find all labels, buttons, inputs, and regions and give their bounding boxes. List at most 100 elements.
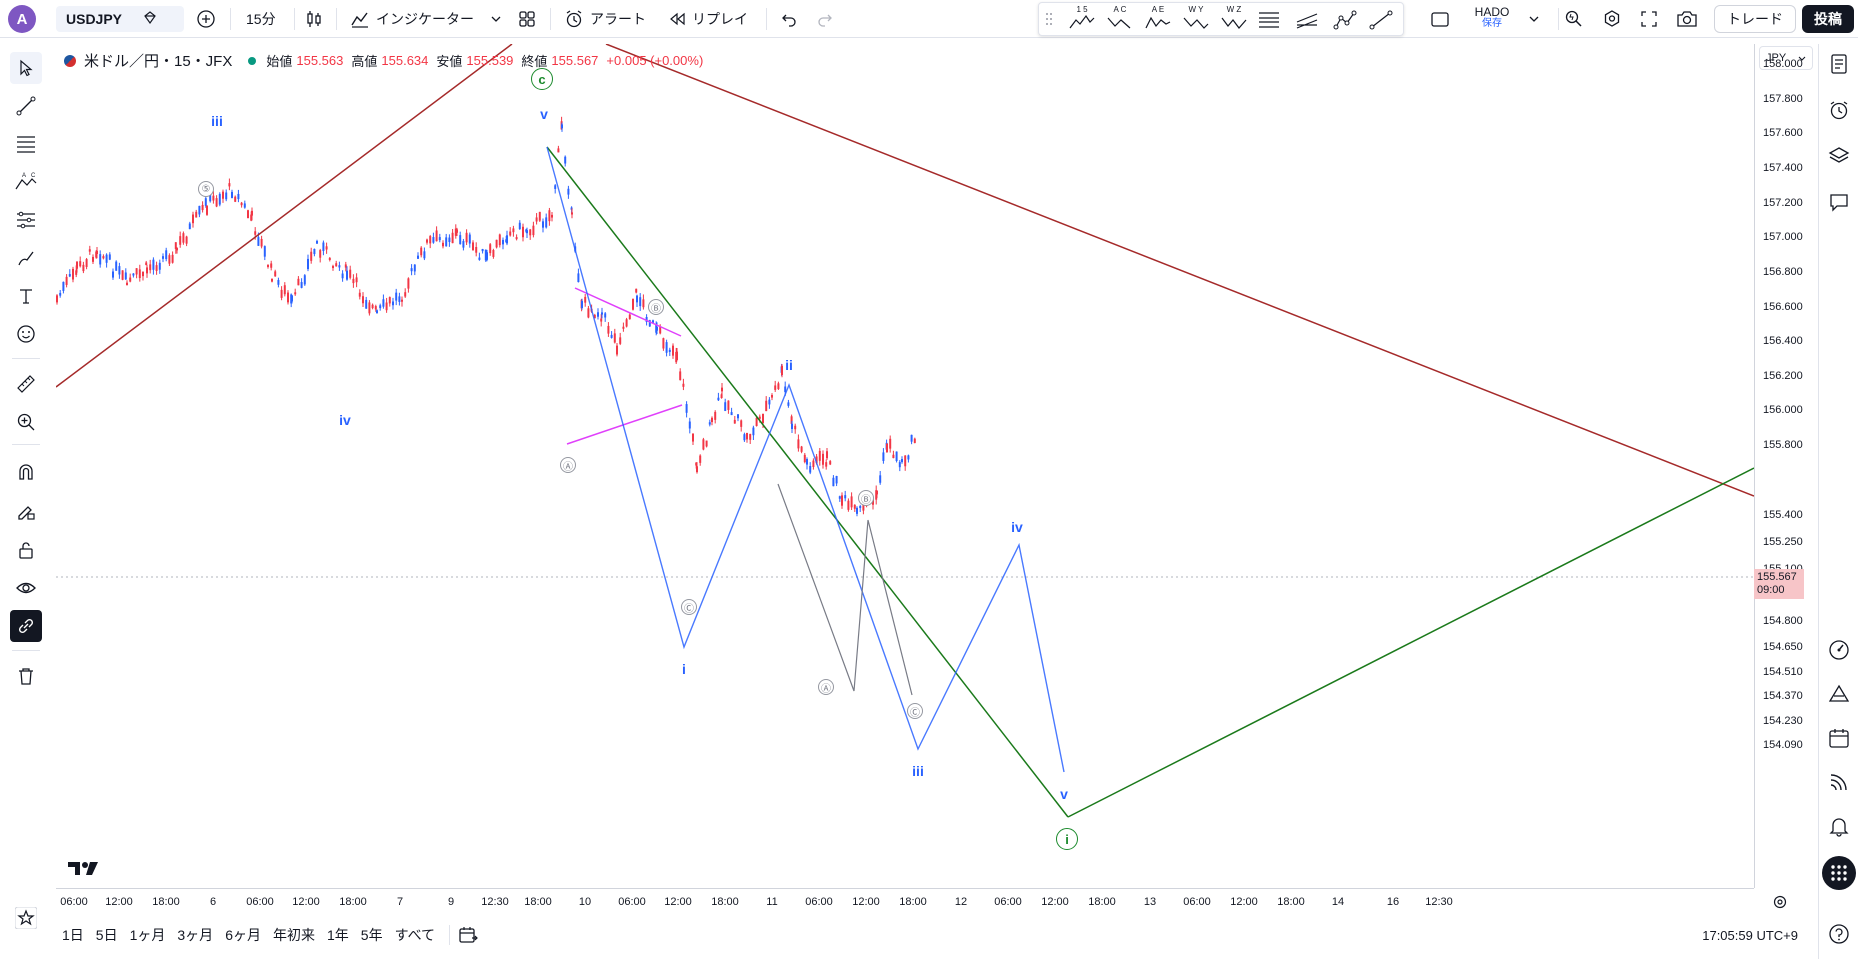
candle-style-icon[interactable]: [304, 5, 324, 33]
symbol-search[interactable]: USDJPY: [56, 6, 184, 32]
fullscreen-icon[interactable]: [1640, 5, 1658, 33]
wave-label-ii[interactable]: ii: [785, 357, 793, 373]
link-sync-icon[interactable]: [10, 610, 42, 642]
candle-body: [228, 183, 231, 187]
wave-label-iii-projection[interactable]: iii: [912, 763, 924, 779]
range-button[interactable]: 6ヶ月: [225, 927, 261, 943]
path-tool-icon[interactable]: [1333, 10, 1357, 33]
layouts-grid-icon[interactable]: [518, 5, 536, 33]
zoom-in-icon[interactable]: [10, 406, 42, 438]
wave-label-v[interactable]: v: [540, 106, 548, 122]
layout-name[interactable]: HADO 保存: [1470, 6, 1514, 30]
watchlist-icon[interactable]: [1825, 50, 1853, 78]
wave-label-A[interactable]: Ⓐ: [818, 679, 834, 695]
tradingview-logo-icon[interactable]: [68, 860, 98, 879]
elliott-double-combo-tool[interactable]: W Y: [1181, 6, 1211, 33]
utc-clock[interactable]: 17:05:59 UTC+9: [1702, 927, 1798, 943]
cursor-arrow-icon[interactable]: [10, 52, 42, 84]
rectangle-icon[interactable]: [1430, 5, 1450, 33]
settings-gear-icon[interactable]: [1602, 5, 1622, 33]
price-axis[interactable]: JPY 158.000 157.800 157.600 157.400 157.200 1…: [1754, 44, 1818, 888]
range-button[interactable]: すべて: [394, 927, 436, 943]
elliott-triangle-tool[interactable]: A E: [1143, 6, 1173, 33]
trend-line-icon[interactable]: [1369, 10, 1393, 33]
calendar-icon[interactable]: [1825, 724, 1853, 752]
parallel-channel-icon[interactable]: [1295, 10, 1319, 33]
user-avatar[interactable]: A: [8, 5, 36, 33]
magnet-icon[interactable]: [10, 456, 42, 488]
wave-label-iv[interactable]: iv: [339, 412, 351, 428]
help-question-icon[interactable]: [1825, 920, 1853, 948]
wave-label-i[interactable]: i: [682, 661, 686, 677]
ideas-triangle-icon[interactable]: [1825, 680, 1853, 708]
interval-button[interactable]: 15分: [246, 11, 276, 27]
fib-tool-icon[interactable]: [10, 128, 42, 160]
add-symbol-icon[interactable]: [196, 5, 216, 33]
wave-label-C[interactable]: Ⓒ: [907, 703, 923, 719]
wave-label-iv-projection[interactable]: iv: [1011, 519, 1023, 535]
emoji-tool-icon[interactable]: [10, 318, 42, 350]
wave-label-B[interactable]: Ⓑ: [858, 490, 874, 506]
time-tick-label: 06:00: [805, 896, 833, 908]
fib-retracement-icon[interactable]: [1257, 10, 1281, 33]
wave-label-5[interactable]: ⑤: [198, 181, 214, 197]
wave-label-i-circle[interactable]: i: [1056, 828, 1078, 850]
axis-settings-gear-icon[interactable]: [1772, 894, 1788, 913]
favorites-star-icon[interactable]: [10, 902, 42, 934]
forecast-tool-icon[interactable]: [10, 204, 42, 236]
trade-button[interactable]: トレード: [1714, 5, 1796, 33]
elliott-triple-combo-tool[interactable]: W Z: [1219, 6, 1249, 33]
range-button[interactable]: 5日: [95, 927, 118, 943]
range-button[interactable]: 1日: [62, 927, 84, 943]
layout-menu-chevron-icon[interactable]: [1528, 5, 1540, 33]
trash-icon[interactable]: [10, 660, 42, 692]
chat-icon[interactable]: [1825, 188, 1853, 216]
indicators-templates-chevron-icon[interactable]: [490, 5, 502, 33]
chart-pane[interactable]: [56, 44, 1754, 888]
trend-line-tool-icon[interactable]: [10, 90, 42, 122]
range-button[interactable]: 5年: [360, 927, 383, 943]
stay-in-drawing-mode-icon[interactable]: [10, 496, 42, 528]
wave-label-c-circle[interactable]: c: [531, 68, 553, 90]
elliott-impulse-tool[interactable]: 1 5: [1067, 6, 1097, 33]
publish-button[interactable]: 投稿: [1802, 5, 1854, 33]
redo-icon[interactable]: [816, 5, 834, 33]
lock-icon[interactable]: [10, 534, 42, 566]
candle-body: [423, 251, 426, 259]
chart-canvas[interactable]: [56, 44, 1754, 888]
replay-button[interactable]: リプレイ: [668, 5, 748, 33]
alerts-clock-icon[interactable]: [1825, 96, 1853, 124]
quick-search-icon[interactable]: [1564, 5, 1584, 33]
range-button[interactable]: 年初来: [272, 927, 315, 943]
apps-grid-icon[interactable]: [1822, 856, 1856, 890]
object-tree-layers-icon[interactable]: [1825, 142, 1853, 170]
wave-label-iii[interactable]: iii: [211, 113, 223, 129]
brush-tool-icon[interactable]: [10, 242, 42, 274]
eye-visibility-icon[interactable]: [10, 572, 42, 604]
date-range-calendar-icon[interactable]: [458, 925, 478, 945]
range-button[interactable]: 3ヶ月: [177, 927, 214, 943]
drag-handle-icon[interactable]: [1045, 12, 1053, 29]
range-button[interactable]: 1ヶ月: [129, 927, 166, 943]
undo-icon[interactable]: [780, 5, 798, 33]
legend-title[interactable]: 米ドル／円・15・JFX: [84, 53, 233, 70]
wave-label-v-projection[interactable]: v: [1060, 786, 1068, 802]
candle-body: [829, 461, 832, 465]
text-tool-icon[interactable]: [10, 280, 42, 312]
notifications-bell-icon[interactable]: [1825, 812, 1853, 840]
currency-selector[interactable]: JPY: [1759, 46, 1813, 70]
news-feed-icon[interactable]: [1825, 768, 1853, 796]
elliott-correction-tool[interactable]: A C: [1105, 6, 1135, 33]
wave-label-C[interactable]: Ⓒ: [681, 599, 697, 615]
range-button[interactable]: 1年: [326, 927, 349, 943]
alert-button[interactable]: アラート: [564, 5, 646, 33]
wave-label-A[interactable]: Ⓐ: [560, 457, 576, 473]
ruler-measure-icon[interactable]: [10, 368, 42, 400]
wave-label-B[interactable]: Ⓑ: [648, 299, 664, 315]
snapshot-camera-icon[interactable]: [1676, 5, 1698, 33]
symbol-info-icon[interactable]: [142, 10, 158, 29]
time-axis[interactable]: 06:00 12:00 18:00 6 06:00 12:00 18:00 7 9 12:30 18…: [56, 888, 1754, 914]
indicators-button[interactable]: インジケーター: [350, 5, 474, 33]
speedometer-icon[interactable]: [1825, 636, 1853, 664]
